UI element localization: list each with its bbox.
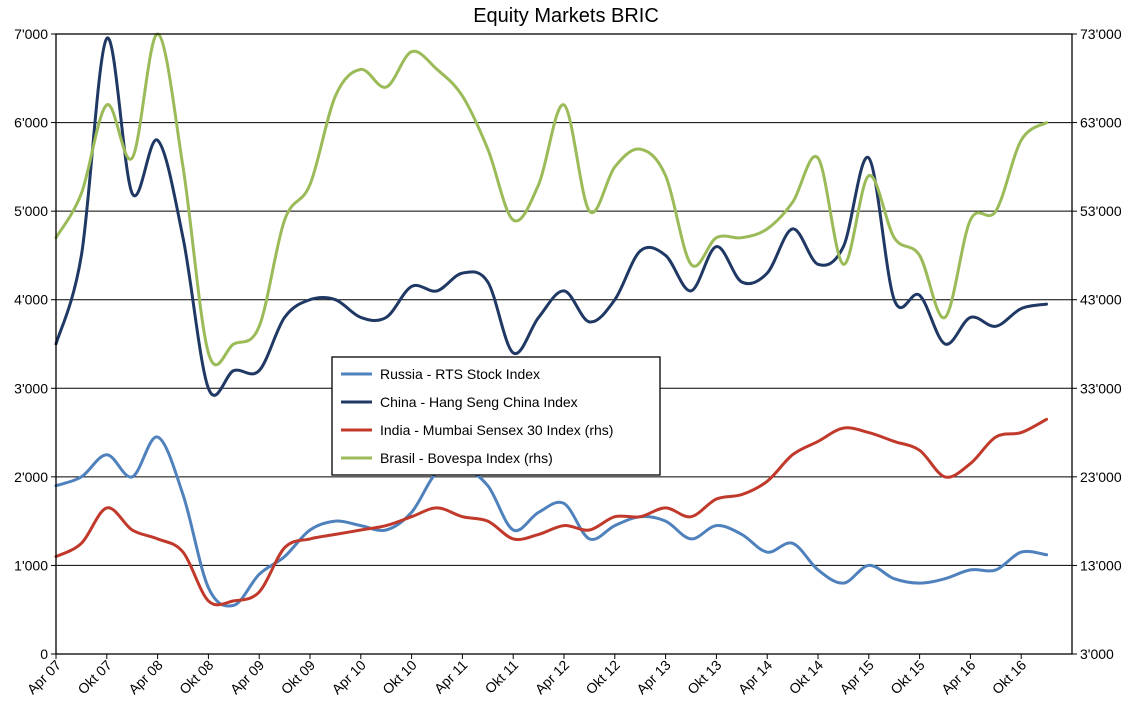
x-axis: Apr 07 Okt 07 Apr 08 Okt 08 Apr 09 Okt 09 Apr … — [24, 654, 1030, 698]
x-tick-label: Okt 10 — [379, 657, 420, 698]
legend-label: China - Hang Seng China Index — [380, 394, 578, 410]
x-tick-label: Okt 11 — [482, 657, 522, 697]
x-tick-label: Okt 15 — [887, 657, 928, 698]
y-left-tick-label: 7'000 — [14, 26, 48, 42]
legend-box — [331, 356, 661, 476]
y-axis-right: 3'000 13'000 23'000 33'000 43'000 53'000 63'00… — [1072, 26, 1122, 662]
legend-label: Brasil - Bovespa Index (rhs) — [380, 450, 553, 466]
y-left-tick-label: 6'000 — [14, 115, 48, 131]
x-tick-label: Apr 11 — [431, 657, 471, 697]
y-right-tick-label: 3'000 — [1080, 646, 1114, 662]
x-tick-label: Okt 16 — [989, 657, 1030, 698]
legend-label: Russia - RTS Stock Index — [380, 366, 540, 382]
x-tick-label: Apr 10 — [328, 657, 369, 698]
x-tick-label: Okt 14 — [786, 657, 827, 698]
series-line-0 — [54, 435, 1049, 608]
x-tick-label: Okt 08 — [176, 657, 217, 698]
y-right-tick-label: 73'000 — [1080, 26, 1122, 42]
y-left-tick-label: 5'000 — [14, 203, 48, 219]
x-tick-label: Apr 16 — [938, 657, 979, 698]
x-tick-label: Apr 12 — [532, 657, 573, 698]
y-left-tick-label: 1'000 — [14, 557, 48, 573]
x-tick-label: Apr 07 — [24, 657, 65, 698]
x-tick-label: Okt 09 — [278, 657, 319, 698]
x-tick-label: Apr 08 — [125, 657, 166, 698]
y-left-tick-label: 2'000 — [14, 469, 48, 485]
series-line-3 — [54, 32, 1049, 367]
series-lines — [54, 32, 1049, 608]
y-left-tick-label: 0 — [40, 646, 48, 662]
y-left-tick-label: 3'000 — [14, 380, 48, 396]
y-right-tick-label: 13'000 — [1080, 557, 1122, 573]
y-right-tick-label: 63'000 — [1080, 115, 1122, 131]
y-right-tick-label: 23'000 — [1080, 469, 1122, 485]
y-right-tick-label: 53'000 — [1080, 203, 1122, 219]
gridlines — [56, 122, 1072, 566]
x-tick-label: Apr 15 — [836, 657, 877, 698]
x-tick-label: Apr 13 — [633, 657, 674, 698]
legend-label: India - Mumbai Sensex 30 Index (rhs) — [380, 422, 613, 438]
chart-title: Equity Markets BRIC — [473, 5, 659, 27]
x-tick-label: Apr 09 — [227, 657, 268, 698]
y-right-tick-label: 43'000 — [1080, 292, 1122, 308]
series-line-2 — [54, 417, 1049, 607]
x-tick-label: Okt 13 — [684, 657, 725, 698]
y-axis-left: 0 1'000 2'000 3'000 4'000 5'000 6'000 7'000 — [14, 26, 56, 662]
y-right-tick-label: 33'000 — [1080, 380, 1122, 396]
x-tick-label: Okt 12 — [582, 657, 623, 698]
legend: Russia - RTS Stock Index China - Hang Sen… — [331, 356, 661, 476]
plot-frame — [55, 33, 1073, 655]
y-left-tick-label: 4'000 — [14, 292, 48, 308]
x-tick-label: Okt 07 — [74, 657, 115, 698]
x-tick-label: Apr 14 — [735, 657, 776, 698]
